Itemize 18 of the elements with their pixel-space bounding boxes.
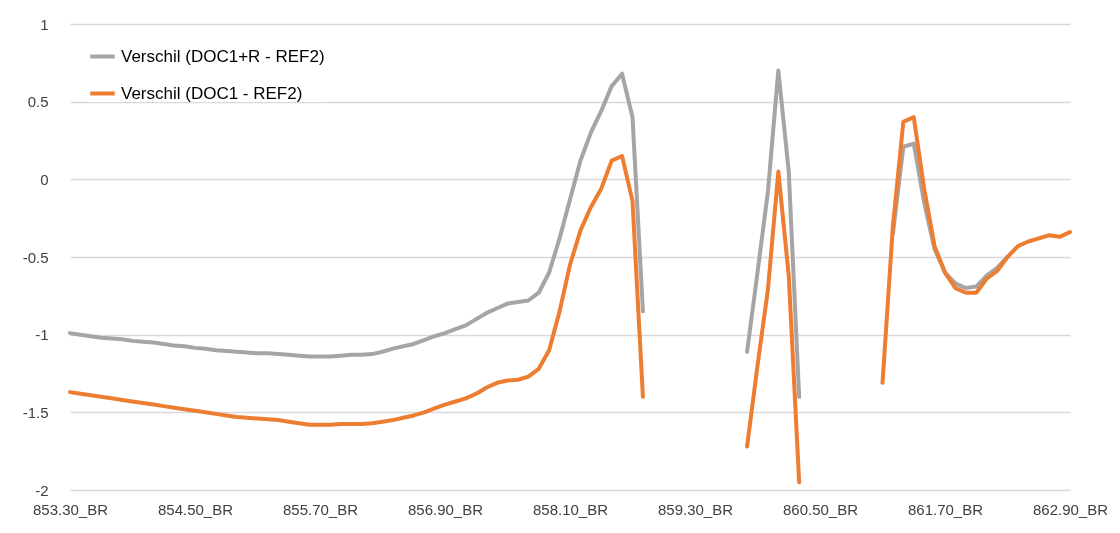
x-tick-label: 859.30_BR: [657, 500, 734, 518]
legend-label: Verschil (DOC1+R - REF2): [121, 46, 325, 66]
x-tick-label: 853.30_BR: [32, 500, 109, 518]
legend-label: Verschil (DOC1 - REF2): [121, 83, 303, 103]
y-tick-label: 1: [40, 15, 49, 33]
x-tick-label: 858.10_BR: [532, 500, 609, 518]
y-tick-label: 0: [40, 170, 49, 188]
x-tick-label: 856.90_BR: [407, 500, 484, 518]
x-tick-label: 862.90_BR: [1032, 500, 1109, 518]
x-tick-label: 860.50_BR: [782, 500, 859, 518]
y-tick-label: 0.5: [27, 93, 49, 111]
y-tick-label: -1: [35, 326, 49, 344]
x-tick-label: 855.70_BR: [282, 500, 359, 518]
x-tick-label: 861.70_BR: [907, 500, 984, 518]
x-tick-label: 854.50_BR: [157, 500, 234, 518]
y-tick-label: -1.5: [22, 403, 49, 421]
y-tick-label: -2: [35, 481, 49, 499]
y-tick-label: -0.5: [22, 248, 49, 266]
